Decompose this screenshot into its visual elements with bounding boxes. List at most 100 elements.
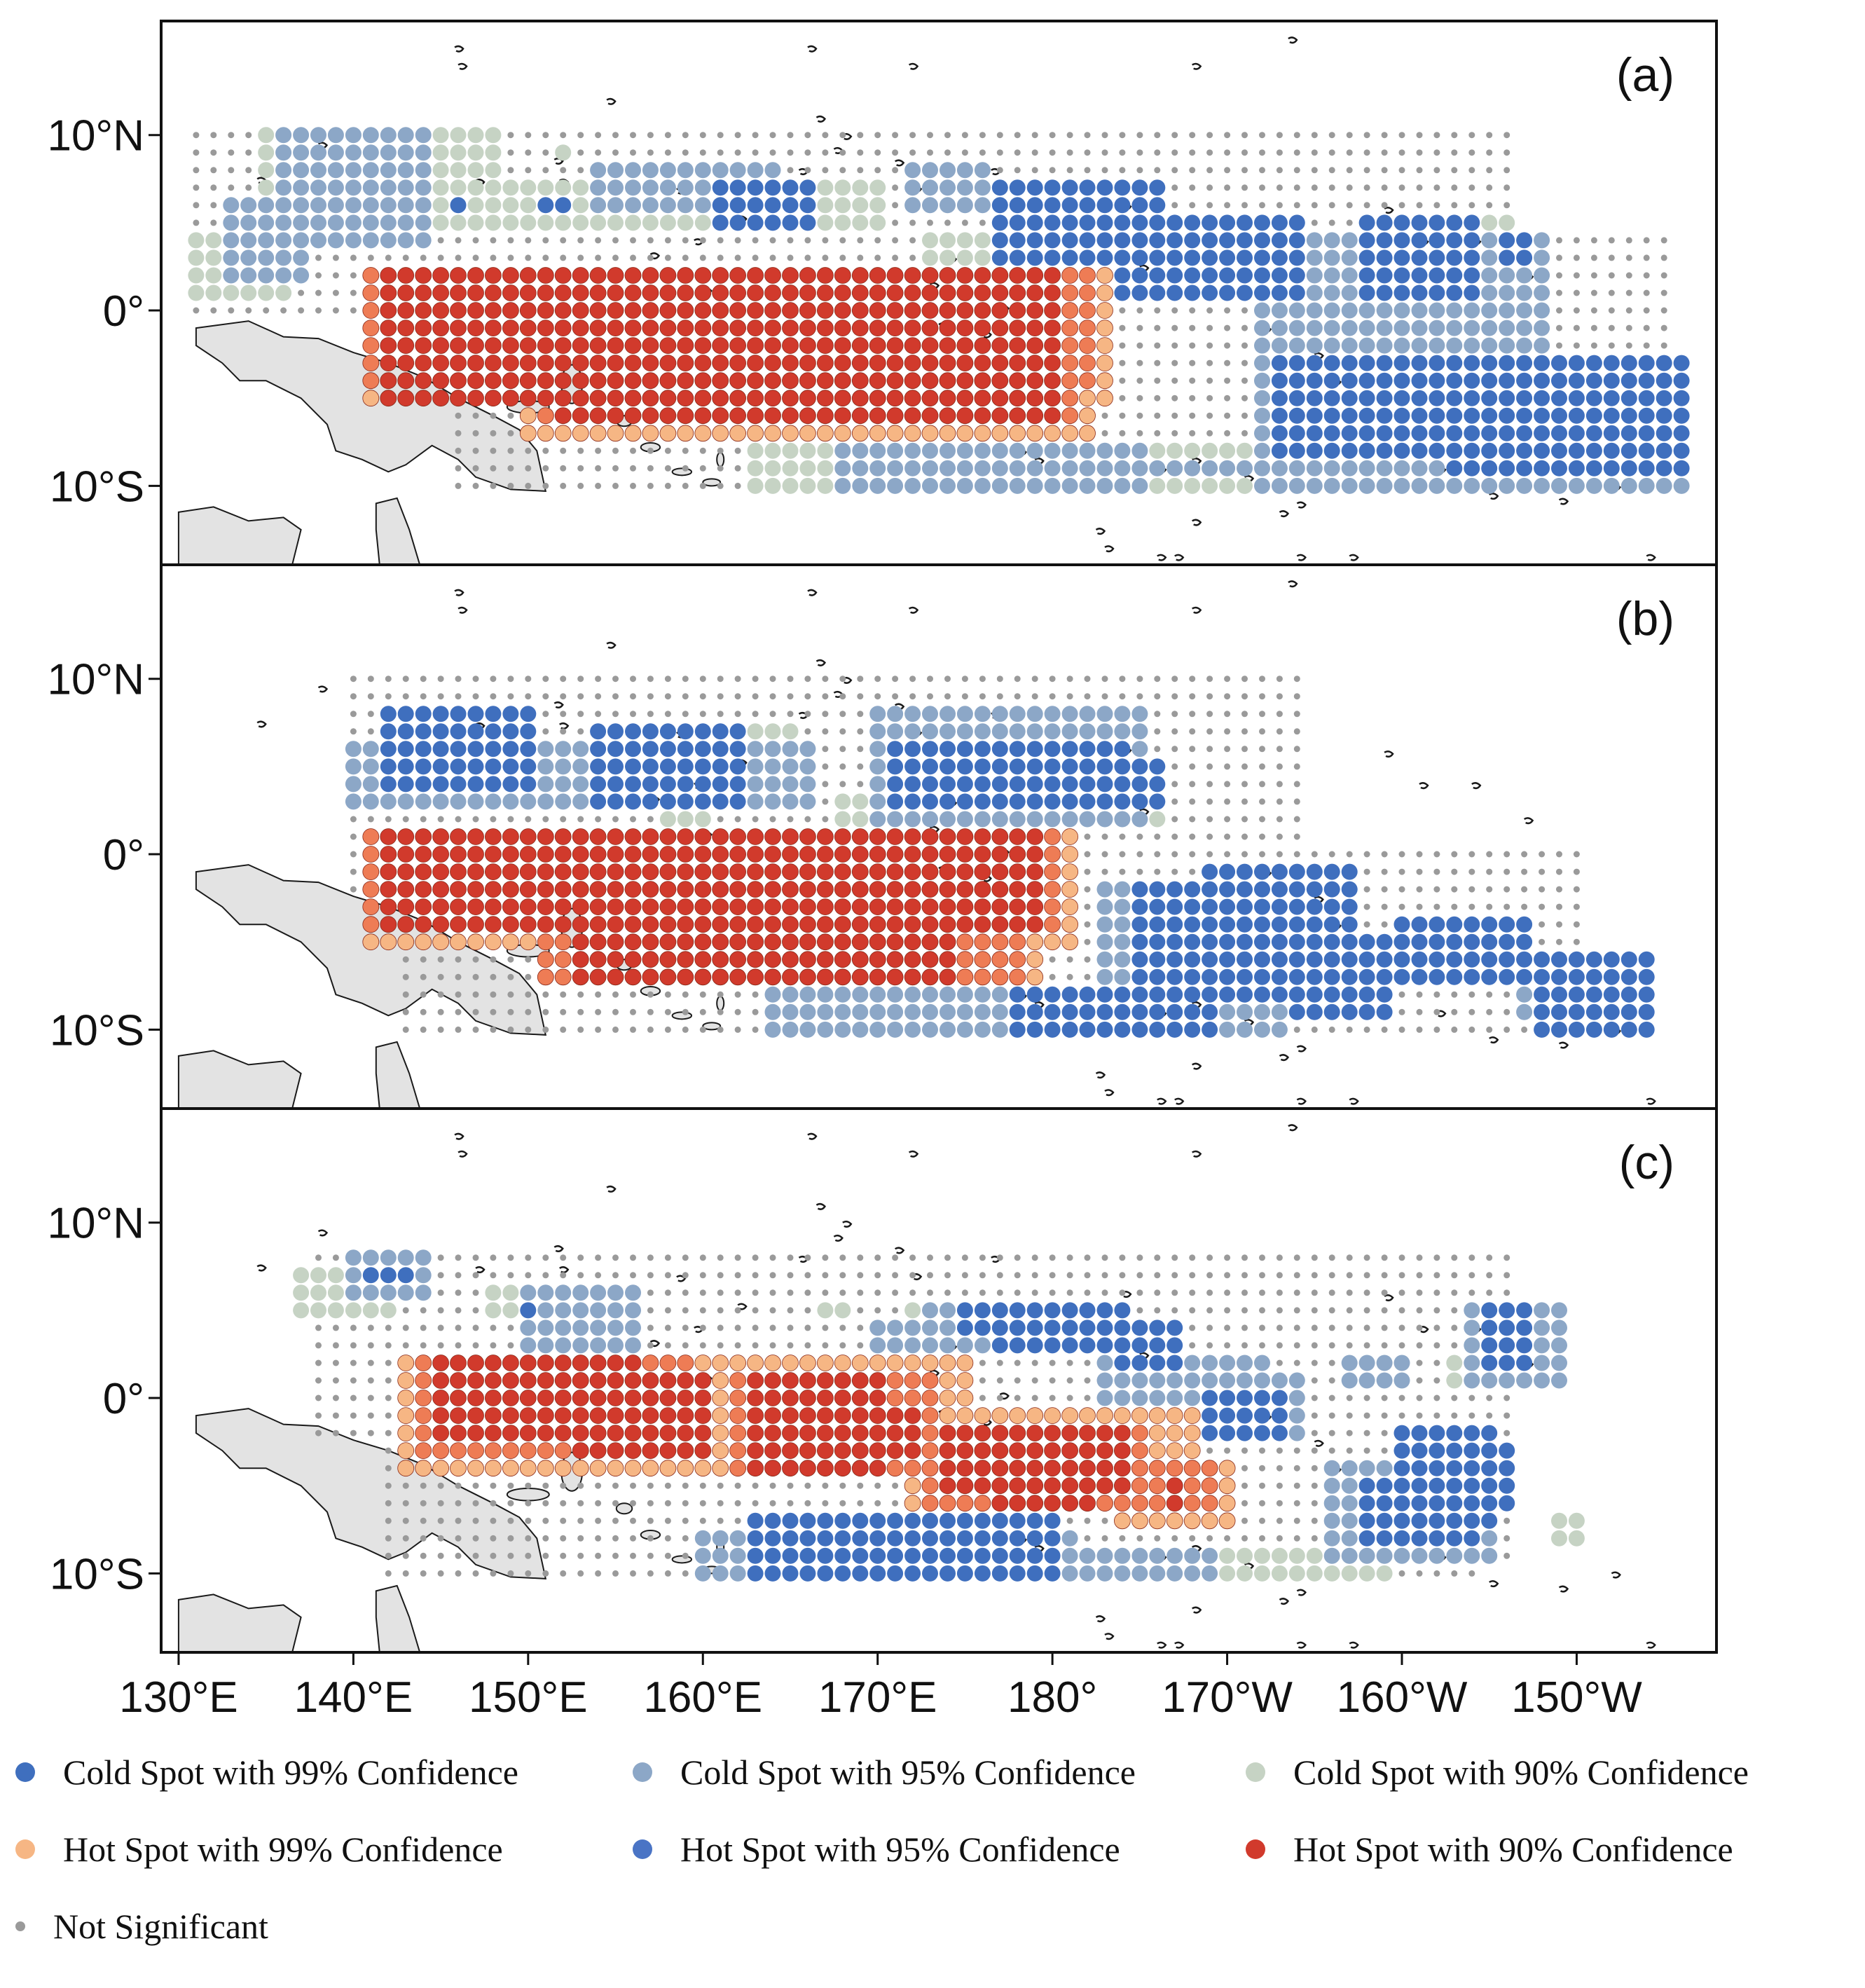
grid-point-hot90 xyxy=(659,916,677,933)
grid-point-ns xyxy=(1014,1272,1021,1279)
grid-point-cold95 xyxy=(1219,1003,1236,1020)
grid-point-cold99 xyxy=(1499,355,1515,371)
grid-point-cold99 xyxy=(956,741,973,758)
grid-point-ns xyxy=(664,465,671,472)
grid-point-ns xyxy=(1119,395,1126,402)
land-cape-york xyxy=(375,497,421,565)
grid-point-ns xyxy=(1189,676,1196,683)
grid-point-cold95 xyxy=(1096,968,1113,985)
grid-point-ns xyxy=(1206,833,1213,840)
grid-point-cold95 xyxy=(275,144,292,161)
grid-point-ns xyxy=(734,1289,741,1296)
grid-point-cold95 xyxy=(869,1337,886,1354)
grid-point-cold95 xyxy=(764,758,781,775)
grid-point-ns xyxy=(1224,184,1231,191)
grid-point-ns xyxy=(961,1272,968,1279)
grid-point-cold99 xyxy=(450,741,467,758)
grid-point-ns xyxy=(734,1482,741,1489)
grid-point-ns xyxy=(1293,1026,1300,1033)
grid-point-hot90 xyxy=(537,916,554,933)
grid-point-hot95 xyxy=(1009,933,1026,951)
grid-point-cold99 xyxy=(1393,442,1410,459)
grid-point-ns xyxy=(874,693,881,700)
grid-point-hot90 xyxy=(991,337,1009,355)
grid-point-cold95 xyxy=(1376,320,1393,336)
grid-point-ns xyxy=(1416,167,1423,174)
grid-point-cold99 xyxy=(1464,1442,1480,1459)
grid-point-cold99 xyxy=(1673,460,1690,477)
grid-point-cold95 xyxy=(940,1021,956,1038)
grid-point-hot90 xyxy=(956,1460,974,1477)
grid-point-cold99 xyxy=(1585,1021,1602,1038)
grid-point-hot90 xyxy=(554,1390,572,1406)
grid-point-ns xyxy=(647,465,654,472)
grid-point-ns xyxy=(577,991,584,998)
grid-point-hot90 xyxy=(677,1425,694,1441)
grid-point-cold99 xyxy=(1079,986,1096,1003)
grid-point-cold99 xyxy=(922,1565,938,1582)
grid-point-cold95 xyxy=(940,477,956,494)
grid-point-ns xyxy=(1328,1377,1335,1384)
grid-point-cold99 xyxy=(764,1565,781,1582)
grid-point-hot90 xyxy=(380,372,397,390)
grid-point-cold99 xyxy=(834,1530,851,1547)
grid-point-ns xyxy=(472,412,479,419)
grid-point-ns xyxy=(734,1307,741,1314)
grid-point-hot99 xyxy=(572,425,589,442)
grid-point-ns xyxy=(1276,676,1283,683)
grid-point-hot90 xyxy=(904,916,921,933)
grid-point-cold95 xyxy=(1026,477,1043,494)
grid-point-ns xyxy=(787,711,794,718)
grid-point-ns xyxy=(612,1500,619,1507)
grid-point-hot90 xyxy=(467,916,484,933)
grid-point-hot99 xyxy=(397,1425,415,1441)
grid-point-cold95 xyxy=(956,442,973,459)
grid-point-hot90 xyxy=(729,285,746,301)
grid-point-ns xyxy=(1451,132,1458,139)
grid-point-ns xyxy=(1154,1535,1161,1542)
grid-point-cold95 xyxy=(1481,477,1498,494)
grid-point-ns xyxy=(647,676,654,683)
grid-point-ns xyxy=(857,167,864,174)
grid-point-cold95 xyxy=(625,1284,641,1301)
grid-point-ns xyxy=(1171,202,1178,209)
grid-point-ns xyxy=(525,1272,532,1279)
grid-point-cold99 xyxy=(1464,1530,1480,1547)
grid-point-hot90 xyxy=(450,372,467,390)
grid-point-cold95 xyxy=(1323,320,1340,336)
grid-point-hot90 xyxy=(729,863,746,880)
grid-point-cold95 xyxy=(991,706,1008,722)
grid-point-cold99 xyxy=(799,1512,816,1529)
grid-point-cold99 xyxy=(1079,197,1096,214)
grid-point-hot90 xyxy=(886,320,904,337)
grid-point-ns xyxy=(437,816,444,823)
grid-point-hot99 xyxy=(1183,1512,1201,1530)
grid-point-ns xyxy=(315,1377,322,1384)
grid-point-ns xyxy=(420,1342,427,1349)
grid-point-ns xyxy=(525,254,532,261)
grid-point-cold99 xyxy=(1149,881,1166,898)
grid-point-ns xyxy=(402,1342,409,1349)
grid-point-ns xyxy=(437,1517,444,1524)
grid-point-hot90 xyxy=(974,881,991,898)
grid-point-ns xyxy=(437,676,444,683)
grid-point-cold90 xyxy=(747,723,764,740)
grid-point-ns xyxy=(857,1500,864,1507)
grid-point-hot99 xyxy=(1009,425,1026,442)
grid-point-ns xyxy=(682,237,689,244)
grid-point-hot90 xyxy=(432,320,449,337)
atoll xyxy=(1095,528,1106,535)
grid-point-ns xyxy=(857,728,864,735)
grid-point-ns xyxy=(1224,1307,1231,1314)
grid-point-ns xyxy=(857,1272,864,1279)
grid-point-hot99 xyxy=(1096,355,1113,371)
grid-point-ns xyxy=(542,447,549,454)
grid-point-hot90 xyxy=(939,1425,956,1441)
grid-point-ns xyxy=(769,676,776,683)
grid-point-cold99 xyxy=(1429,916,1445,933)
grid-point-ns xyxy=(647,1008,654,1015)
grid-point-ns xyxy=(979,132,986,139)
grid-point-cold99 xyxy=(1219,951,1236,968)
grid-point-hot90 xyxy=(886,1442,904,1460)
grid-point-cold99 xyxy=(1149,214,1166,231)
